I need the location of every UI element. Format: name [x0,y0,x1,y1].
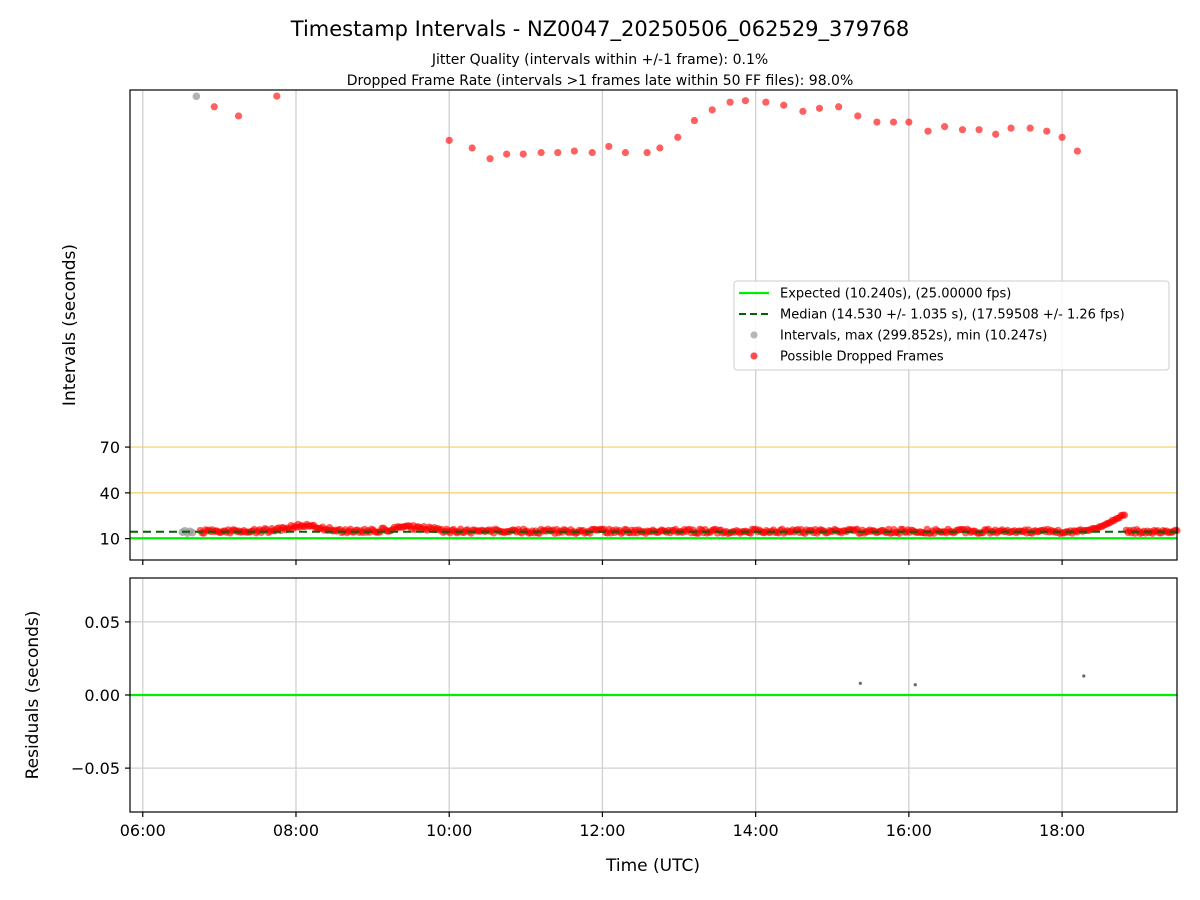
dropped-frame-point [1043,127,1051,135]
legend-swatch-marker [750,331,758,339]
dropped-frame-point [889,118,898,126]
dropped-frame-point [815,104,824,112]
dropped-frame-point [726,98,734,106]
dropped-frame-point [554,148,562,157]
dropped-frame-point [762,98,770,106]
bottom-marks [130,674,1177,697]
dropped-frame-point [674,133,682,141]
dropped-frame-point [799,107,807,115]
x-tick-label: 14:00 [733,821,779,840]
x-tick-label: 10:00 [426,821,472,840]
dropped-frame-point [854,112,862,120]
dropped-frame-point [708,106,716,114]
legend: Expected (10.240s), (25.00000 fps) Median… [733,280,1170,371]
dropped-frame-point [975,126,983,134]
dropped-frame-point [468,144,476,152]
dropped-frame-point [656,144,664,152]
bottom-y-tick-label: 0.05 [84,613,120,632]
dropped-frame-point [741,97,750,105]
interval-point [188,528,197,537]
dropped-frame-point [835,103,843,111]
x-tick-label: 12:00 [579,821,625,840]
dropped-frame-point [234,112,243,120]
x-tick-label: 18:00 [1039,821,1085,840]
dropped-frame-point [873,118,881,126]
chart-title: Timestamp Intervals - NZ0047_20250506_06… [290,17,909,42]
dropped-frame-point [519,150,527,158]
dropped-frame-point [1058,133,1066,141]
top-axes-frame [129,89,1178,561]
top-marks [130,92,1181,540]
legend-label: Expected (10.240s), (25.00000 fps) [780,287,1011,302]
residual-point [1082,674,1086,678]
dropped-frame-point [621,148,630,157]
dropped-frame-point [588,148,596,157]
legend-swatch-marker [750,352,758,360]
dropped-frame-point [605,142,613,151]
x-tick-label: 06:00 [120,821,166,840]
dropped-frame-point [537,148,545,157]
residual-point [913,683,917,687]
dropped-frame-point [503,150,511,158]
dropped-frame-point [1026,124,1034,132]
legend-label: Intervals, max (299.852s), min (10.247s) [780,329,1047,344]
dropped-frame-point [905,118,913,126]
chart-subtitle-dropped: Dropped Frame Rate (intervals >1 frames … [347,73,854,89]
dropped-frame-point [570,147,578,155]
top-y-tick-label: 40 [100,484,120,503]
axes: 06:00 08:00 10:00 12:00 14:00 16:00 18:00 10 40 7… [71,89,1178,840]
dropped-frame-point [690,116,698,125]
legend-label: Median (14.530 +/- 1.035 s), (17.59508 +… [780,308,1125,323]
dropped-frame-band-point [1120,511,1129,519]
x-tick-label: 08:00 [273,821,319,840]
dropped-frame-point [486,155,494,163]
dropped-frame-point [1073,147,1082,155]
x-axis-label: Time (UTC) [605,856,700,876]
interval-point [192,92,201,101]
dropped-frame-point [643,148,651,157]
dropped-frame-point [210,103,218,111]
dropped-frame-point [1007,124,1015,132]
dropped-frame-point [924,127,932,135]
dropped-frame-point [273,92,281,100]
bottom-y-tick-label: −0.05 [71,759,120,778]
chart-subtitle-jitter: Jitter Quality (intervals within +/-1 fr… [431,52,768,68]
top-ylabel: Intervals (seconds) [60,244,80,406]
dropped-frame-point [780,101,788,109]
dropped-frame-point [992,130,1000,138]
bottom-y-tick-label: 0.00 [84,686,120,705]
dropped-frame-point [445,136,453,144]
residual-point [858,681,862,685]
top-y-tick-label: 70 [100,438,120,457]
legend-box [733,280,1170,371]
legend-label: Possible Dropped Frames [780,350,944,365]
dropped-frame-point [958,126,967,134]
bottom-ylabel: Residuals (seconds) [23,611,43,780]
dropped-frame-point [941,123,949,131]
top-y-tick-label: 10 [100,530,120,549]
x-tick-label: 16:00 [886,821,932,840]
